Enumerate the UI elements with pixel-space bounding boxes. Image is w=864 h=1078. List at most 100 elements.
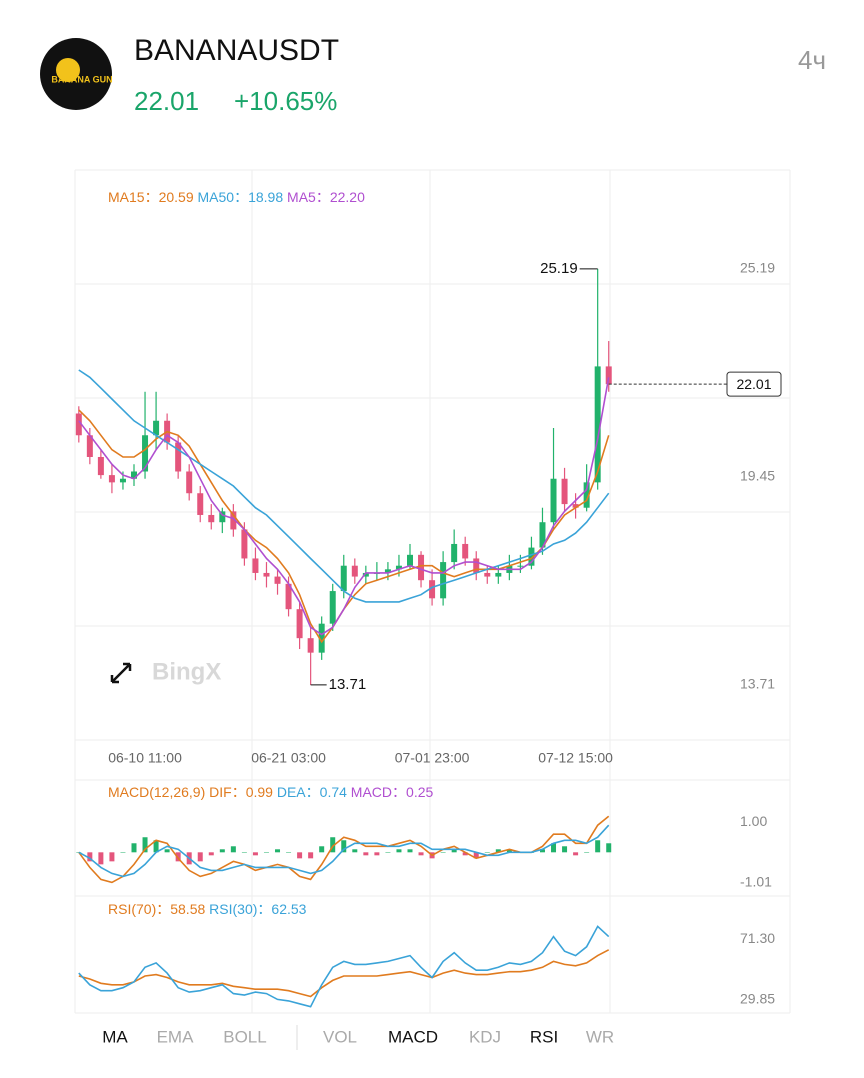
candle-body xyxy=(274,576,281,584)
candle-body xyxy=(86,435,93,457)
candle-body xyxy=(219,511,226,523)
x-tick-label: 07-12 15:00 xyxy=(538,750,613,766)
candle-body xyxy=(362,572,369,577)
legend-separator: ： xyxy=(392,784,406,800)
legend-value: 0.74 xyxy=(320,784,347,800)
candle-body xyxy=(97,456,104,476)
candle-body xyxy=(462,543,469,559)
candle-body xyxy=(340,565,347,592)
macd-bar xyxy=(197,852,203,862)
legend-name: MA15 xyxy=(108,189,145,205)
candle-body xyxy=(153,420,160,436)
macd-bar xyxy=(142,837,148,853)
legend-title: MACD(12,26,9) xyxy=(108,784,205,800)
macd-bar xyxy=(473,852,479,859)
macd-bar xyxy=(219,849,225,853)
macd-bar xyxy=(506,849,512,853)
legend-value: 62.53 xyxy=(271,901,306,917)
y-tick-label: 71.30 xyxy=(740,930,775,946)
macd-bar xyxy=(374,852,380,856)
legend-value: 20.59 xyxy=(159,189,194,205)
macd-bar xyxy=(451,849,457,853)
indicator-tab[interactable]: MA xyxy=(102,1027,128,1046)
candle-body xyxy=(605,366,612,385)
legend-separator: ： xyxy=(316,189,330,205)
indicator-line xyxy=(78,824,610,878)
legend-name: DEA xyxy=(277,784,306,800)
candle-body xyxy=(550,478,557,523)
legend-separator: ： xyxy=(145,189,159,205)
candle-body xyxy=(175,442,182,472)
macd-bar xyxy=(462,852,468,856)
y-tick-label: -1.01 xyxy=(740,873,772,889)
macd-bar xyxy=(495,849,501,853)
macd-bar xyxy=(595,840,601,853)
price-change: +10.65% xyxy=(234,86,337,116)
price-tag-box xyxy=(726,371,782,397)
macd-bar xyxy=(396,849,402,853)
indicator-tab[interactable]: WR xyxy=(586,1027,614,1046)
legend-name: MA5 xyxy=(287,189,316,205)
logo-text: BANANA GUN xyxy=(51,74,112,84)
logo-figure xyxy=(56,58,80,82)
candle-body xyxy=(307,638,314,653)
candle-body xyxy=(142,435,149,472)
candle-body xyxy=(572,504,579,508)
legend-value: 58.58 xyxy=(170,901,205,917)
candle-body xyxy=(407,554,413,566)
macd-bar xyxy=(252,852,258,856)
legend-name: DIF xyxy=(209,784,232,800)
candle-body xyxy=(318,623,325,653)
indicator-tab[interactable]: RSI xyxy=(530,1027,558,1046)
indicator-tab[interactable]: MACD xyxy=(388,1027,438,1046)
candle-body xyxy=(440,562,447,599)
macd-bar xyxy=(341,840,347,853)
y-tick-label: 25.19 xyxy=(740,260,775,276)
legend-separator: ： xyxy=(234,189,248,205)
legend: MACD(12,26,9) DIF：0.99 DEA：0.74 MACD：0.2… xyxy=(108,784,433,800)
indicator-line xyxy=(78,409,610,644)
x-tick-label: 06-10 11:00 xyxy=(108,750,182,766)
y-tick-label: 29.85 xyxy=(740,990,775,1006)
legend-value: 18.98 xyxy=(248,189,283,205)
macd-bar xyxy=(330,837,336,853)
macd-bar xyxy=(297,852,303,859)
legend-value: 0.25 xyxy=(406,784,433,800)
macd-bar xyxy=(363,852,369,856)
indicator-tab[interactable]: KDJ xyxy=(469,1027,501,1046)
indicator-tab[interactable]: BOLL xyxy=(223,1027,266,1046)
candle-body xyxy=(539,522,546,548)
high-marker: 25.19 xyxy=(540,260,578,277)
macd-bar xyxy=(120,852,126,853)
candle-body xyxy=(351,565,358,577)
legend-separator: ： xyxy=(232,784,246,800)
indicator-line xyxy=(78,925,610,1008)
macd-bar xyxy=(539,849,545,853)
indicator-tab[interactable]: EMA xyxy=(157,1027,195,1046)
macd-bar xyxy=(418,852,424,856)
candle-body xyxy=(473,558,480,573)
macd-bar xyxy=(164,849,170,853)
candle-body xyxy=(241,529,248,559)
legend-name: RSI(30) xyxy=(209,901,257,917)
candle-body xyxy=(208,514,215,523)
legend: RSI(70)：58.58 RSI(30)：62.53 xyxy=(108,901,307,917)
x-tick-label: 06-21 03:00 xyxy=(251,750,326,766)
macd-bar xyxy=(98,852,104,865)
macd-bar xyxy=(551,843,557,853)
legend-separator: ： xyxy=(306,784,320,800)
indicator-tab[interactable]: VOL xyxy=(323,1027,357,1046)
watermark: BingX xyxy=(152,658,221,685)
expand-icon[interactable] xyxy=(110,662,132,684)
candle-body xyxy=(252,558,259,573)
low-marker: 13.71 xyxy=(329,676,367,693)
interval[interactable]: 4ч xyxy=(798,45,826,75)
candle-body xyxy=(296,609,303,639)
macd-bar xyxy=(385,852,391,853)
candle-body xyxy=(197,493,204,515)
macd-bar xyxy=(230,846,236,853)
candle-body xyxy=(528,547,535,566)
macd-bar xyxy=(440,852,446,853)
macd-bar xyxy=(131,843,137,853)
